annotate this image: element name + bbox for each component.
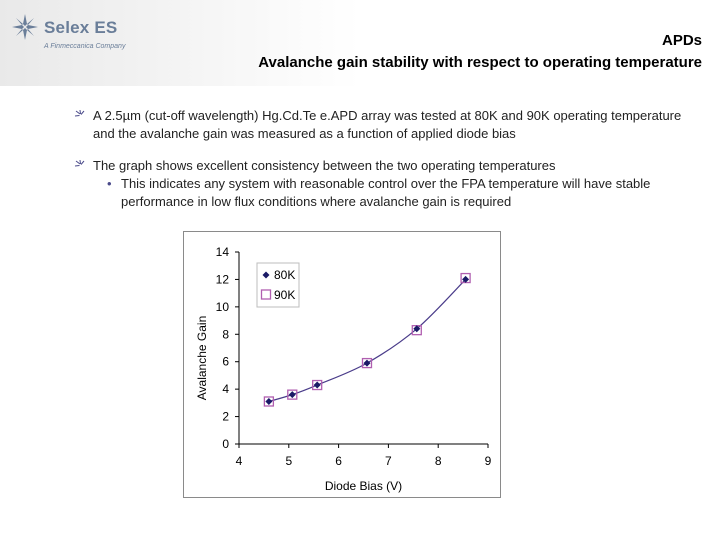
sub-bullet-item: • This indicates any system with reasona…	[74, 175, 694, 211]
y-tick-label: 8	[222, 327, 229, 341]
legend-box	[256, 262, 300, 308]
y-tick-label: 2	[222, 410, 229, 424]
selex-logo-icon	[12, 14, 38, 40]
bullet-text: A 2.5µm (cut-off wavelength) Hg.Cd.Te e.…	[93, 108, 682, 141]
data-point-80k	[363, 359, 371, 367]
x-tick-label: 8	[435, 454, 442, 468]
y-axis-title: Avalanche Gain	[195, 316, 209, 401]
y-tick-label: 4	[222, 382, 229, 396]
slide-title: APDs Avalanche gain stability with respe…	[258, 30, 702, 74]
legend-80k-label: 80K	[274, 268, 295, 282]
dot-bullet-icon: •	[107, 176, 112, 191]
y-tick-label: 10	[216, 300, 230, 314]
header-band	[0, 0, 360, 86]
slide-title-line1: APDs	[661, 32, 702, 49]
logo-name: Selex ES	[44, 18, 118, 37]
company-logo: Selex ES A Finmeccanica Company	[10, 12, 130, 60]
x-tick-label: 5	[285, 454, 292, 468]
y-tick-label: 14	[216, 245, 230, 259]
y-tick-label: 12	[216, 272, 230, 286]
bullet-item: The graph shows excellent consistency be…	[74, 157, 694, 175]
data-point-80k	[462, 275, 470, 283]
logo-tagline: A Finmeccanica Company	[44, 43, 126, 50]
chart-frame: 0 2 4 6 8 10 12 14 4 5 6 7 8 9 Diode Bias (V) Avalanche…	[183, 231, 501, 498]
x-tick-label: 7	[385, 454, 392, 468]
sparkle-bullet-icon	[74, 109, 85, 117]
slide-title-line2: Avalanche gain stability with respect to…	[258, 54, 702, 71]
x-tick-label: 6	[335, 454, 342, 468]
bullet-item: A 2.5µm (cut-off wavelength) Hg.Cd.Te e.…	[74, 107, 694, 143]
x-tick-label: 9	[485, 454, 492, 468]
legend-80k-marker	[262, 271, 270, 279]
x-axis-title: Diode Bias (V)	[325, 479, 402, 493]
data-point-80k	[265, 397, 273, 405]
bullet-text: The graph shows excellent consistency be…	[93, 158, 556, 173]
sub-bullet-text: This indicates any system with reasonabl…	[121, 176, 651, 209]
data-point-90k	[312, 379, 323, 391]
data-point-80k	[288, 391, 296, 399]
legend-90k-label: 90K	[274, 288, 295, 302]
data-point-90k	[361, 357, 373, 369]
avalanche-gain-chart: 0 2 4 6 8 10 12 14 4 5 6 7 8 9 Diode Bias (V) Avalanche…	[195, 245, 492, 493]
data-point-80k	[313, 381, 321, 389]
x-tick-label: 4	[236, 454, 243, 468]
y-tick-label: 0	[222, 437, 229, 451]
legend-90k-marker	[260, 289, 272, 300]
data-point-90k	[263, 396, 275, 407]
data-point-80k	[413, 325, 421, 333]
data-point-90k	[287, 389, 298, 400]
sparkle-bullet-icon	[74, 159, 85, 167]
y-tick-label: 6	[222, 355, 229, 369]
bullet-list: A 2.5µm (cut-off wavelength) Hg.Cd.Te e.…	[74, 107, 694, 211]
